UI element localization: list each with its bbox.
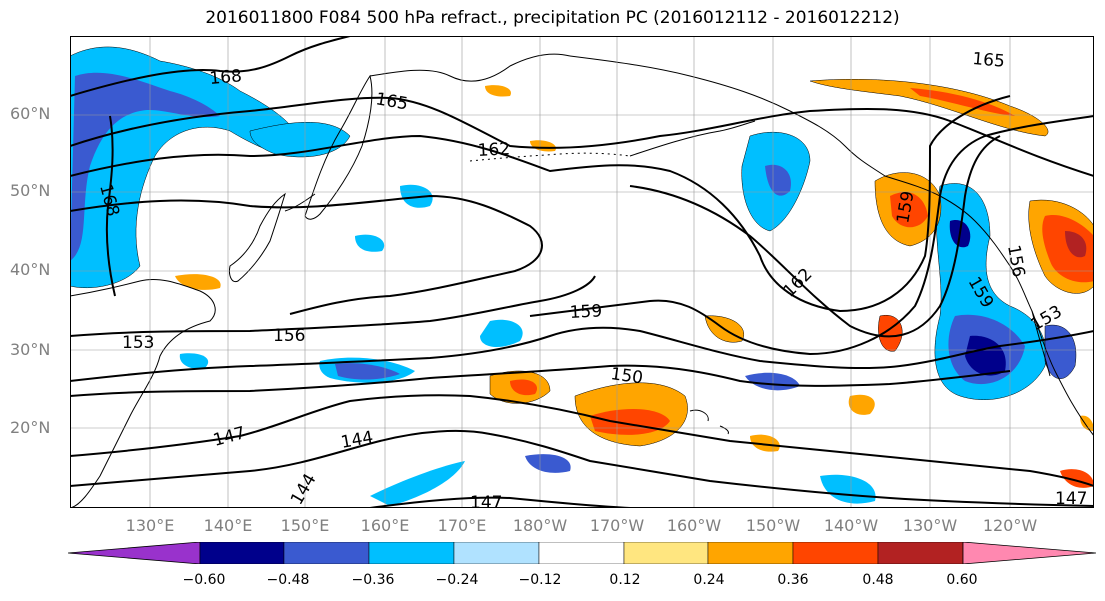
colorbar-tick-label: 0.60 [946,572,978,588]
colorbar-tick-label: −0.36 [351,572,395,588]
colorbar [68,542,1096,564]
colorbar-extend-min [68,542,201,564]
contour-label: 162 [477,139,510,161]
contour-159-east [529,115,1094,356]
warm-patch-kamchatka-sea [485,85,511,97]
colorbar-bin [283,542,370,564]
colorbar-bin [623,542,709,564]
contour-label: 168 [209,66,243,89]
lon-label-160e: 160°E [360,516,410,535]
blue-patch-30n-2 [179,353,209,369]
contour-label: 159 [569,301,602,323]
warm-patch-se-2 [848,394,875,415]
colorbar-tick-label: −0.12 [518,572,562,588]
contour-label: 156 [273,326,305,346]
lon-label-150e: 150°E [280,516,330,535]
lon-label-180w: 180°W [512,516,568,535]
coast-alaska [569,55,886,177]
warm-patch-west-hawaii-core [510,379,538,396]
colorbar-tick-label: 0.24 [693,572,725,588]
contour-144 [70,429,1094,507]
contour-label: 147 [470,493,502,508]
colorbar-bin [538,542,625,564]
lon-label-170e: 170°E [437,516,487,535]
contour-150 [70,364,1011,397]
contour-153 [70,326,1094,382]
map-title: 2016011800 F084 500 hPa refract., precip… [205,8,900,28]
blue-patch-nw-mid [70,72,220,261]
lon-label-160w: 160°W [666,516,722,535]
lat-label-30n: 30°N [10,340,51,359]
blue-patch-30n-1-mid [335,363,400,380]
warm-patch-arctic [809,79,1049,137]
contour-159 [70,194,543,315]
colorbar-bin [792,542,879,564]
lat-label-40n: 40°N [10,260,51,279]
contour-label: 165 [972,49,1006,72]
contour-label: 150 [609,364,644,388]
lon-label-170w: 170°W [589,516,645,535]
coast-asia [70,278,216,508]
blue-patch-south-1 [370,461,465,506]
contour-156 [70,275,596,337]
contour-168-north [70,36,351,97]
coast-siberia-north [369,53,571,82]
gridlines [70,36,1094,508]
contour-147-south [369,496,631,508]
blue-patch-gulf-alaska-mid [765,164,791,196]
contour-label: 147 [1055,489,1087,508]
map-frame [70,36,1094,508]
coast-hawaii [689,409,729,435]
coast-kuril [284,193,316,212]
blue-patch-south-2 [525,454,571,473]
lon-label-150w: 150°W [745,516,801,535]
blue-patch-mid-pacific [480,319,523,348]
colorbar-tick-label: −0.24 [435,572,479,588]
lon-label-130e: 130°E [125,516,175,535]
coast-japan [229,192,286,283]
contour-162 [70,95,1011,313]
height-contours [70,36,1094,508]
lat-label-50n: 50°N [10,181,51,200]
colorbar-tick-label: −0.48 [266,572,310,588]
contour-168-west [105,115,116,297]
colorbar-tick-label: 0.36 [777,572,809,588]
warm-patch-south-east-2 [750,434,780,452]
contour-165 [70,96,1094,177]
contour-156-east [629,135,1001,338]
warm-patch-oregon-max [1065,231,1087,258]
colorbar-bin [453,542,540,564]
coast-alaska-peninsula [629,120,756,157]
colorbar-tick-label: 0.48 [862,572,894,588]
contour-147 [70,394,1094,487]
colorbar-bin [877,542,964,564]
lat-label-20n: 20°N [10,418,51,437]
contour-label: 153 [122,333,154,353]
colorbar-tick-label: −0.60 [182,572,226,588]
lon-label-140e: 140°E [203,516,253,535]
lon-label-120w: 120°W [982,516,1038,535]
warm-patch-arctic-strong [910,88,1015,116]
warm-patch-far-e-2 [1080,415,1094,431]
warm-patch-oregon-strong [1042,215,1094,283]
warm-patch-bc-core [890,192,928,228]
colorbar-tick-label: 0.12 [609,572,641,588]
coast-california [1031,310,1051,377]
lat-label-60n: 60°N [10,104,51,123]
lon-label-130w: 130°W [902,516,958,535]
colorbar-extend-max [962,542,1096,564]
coast-aleutians [469,152,631,162]
blue-patch-small-2 [355,234,385,252]
lon-label-140w: 140°W [823,516,879,535]
colorbar-bin [199,542,285,564]
blue-patch-se-core [965,335,1006,376]
map-panel: 168 165 162 168 159 156 153 150 147 144 … [70,36,1094,508]
colorbar-bin [707,542,794,564]
colorbar-bin [368,542,455,564]
